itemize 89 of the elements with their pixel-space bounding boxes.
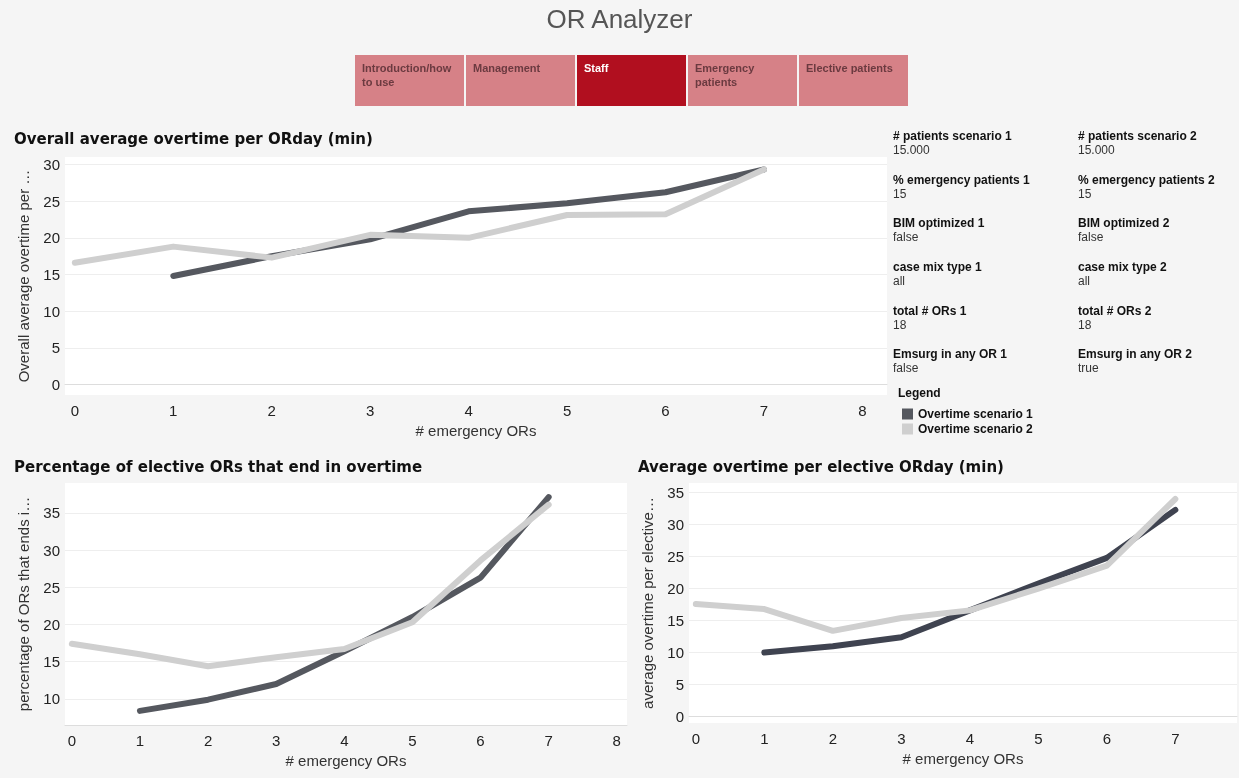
- x-tick-label: 7: [544, 732, 553, 749]
- x-tick-label: 8: [612, 732, 621, 749]
- x-tick-label: 2: [203, 732, 213, 749]
- y-tick-label: 10: [43, 690, 60, 708]
- x-tick-label: 2: [267, 402, 276, 419]
- y-tick-label: 25: [43, 192, 60, 210]
- y-tick-label: 30: [43, 155, 60, 173]
- y-tick-label: 35: [43, 504, 60, 522]
- text: total # ORs 1: [893, 303, 968, 318]
- y-tick-label: 35: [667, 484, 684, 502]
- legend-label: Overtime scenario 2: [918, 422, 1034, 436]
- chart-title: Overall average overtime per ORday (min): [14, 130, 373, 148]
- category-label: Elective patients: [799, 55, 908, 106]
- x-tick-label: 1: [169, 402, 178, 419]
- y-axis-title: average overtime per elective…: [639, 497, 656, 709]
- text: % emergency patients 2: [1078, 172, 1216, 187]
- x-tick-label: 5: [562, 402, 572, 419]
- y-tick-label: 10: [43, 302, 60, 320]
- y-tick-label: 5: [675, 676, 684, 694]
- x-tick-label: 3: [272, 732, 281, 749]
- y-tick-label: 15: [667, 612, 684, 630]
- y-tick-label: 20: [667, 580, 684, 598]
- y-tick-label: 30: [667, 516, 684, 534]
- y-tick-label: 10: [667, 644, 684, 662]
- text: all: [893, 273, 906, 288]
- x-tick-label: 7: [759, 402, 769, 419]
- text: all: [1078, 273, 1091, 288]
- x-tick-label: 0: [70, 402, 80, 419]
- y-tick-label: 15: [43, 266, 60, 284]
- text: true: [1078, 361, 1100, 376]
- y-tick-label: 0: [675, 708, 684, 726]
- x-tick-label: 7: [1171, 730, 1180, 747]
- text: 15.000: [1078, 143, 1116, 157]
- category-label: Emergency patients: [688, 55, 797, 106]
- x-tick-label: 5: [408, 732, 417, 749]
- legend-label: Overtime scenario 1: [918, 407, 1034, 421]
- x-tick-label: 8: [858, 402, 867, 419]
- text: false: [1078, 230, 1105, 245]
- text: Emsurg in any OR 1: [893, 347, 1009, 362]
- category-label: Staff: [577, 55, 686, 106]
- text: case mix type 1: [893, 259, 983, 274]
- category-label: Management: [466, 55, 575, 106]
- y-tick-label: 0: [51, 376, 60, 394]
- text: false: [893, 361, 920, 376]
- x-tick-label: 4: [965, 730, 975, 747]
- text: 18: [1078, 317, 1093, 332]
- text: 15: [1078, 186, 1092, 201]
- x-axis-title: # emergency ORs: [902, 750, 1024, 767]
- x-tick-label: 5: [1034, 730, 1043, 747]
- text: false: [893, 230, 920, 245]
- x-tick-label: 3: [897, 730, 906, 747]
- text: case mix type 2: [1078, 259, 1168, 274]
- text: 15.000: [893, 143, 931, 157]
- x-tick-label: 1: [760, 730, 769, 747]
- y-tick-label: 20: [43, 229, 60, 247]
- y-axis-title: Overall average overtime per …: [15, 169, 32, 383]
- y-tick-label: 15: [43, 653, 60, 671]
- chart-title: Percentage of elective ORs that end in overtime: [14, 458, 423, 476]
- y-tick-label: 20: [43, 615, 60, 633]
- text: % emergency patients 1: [893, 172, 1031, 187]
- x-tick-label: 4: [340, 732, 349, 749]
- y-tick-label: 25: [43, 578, 60, 596]
- text: total # ORs 2: [1078, 303, 1153, 318]
- y-tick-label: 5: [51, 339, 60, 357]
- x-tick-label: 1: [135, 732, 145, 749]
- text: # patients scenario 2: [1078, 129, 1198, 143]
- text: OR Analyzer: [545, 4, 694, 35]
- x-axis-title: # emergency ORs: [415, 422, 537, 439]
- y-axis-title: percentage of ORs that ends i…: [15, 496, 32, 712]
- x-tick-label: 6: [661, 402, 670, 419]
- text: BIM optimized 2: [1078, 216, 1171, 231]
- y-tick-label: 25: [667, 548, 684, 566]
- text: 18: [893, 317, 908, 332]
- x-tick-label: 6: [1102, 730, 1112, 747]
- x-axis-title: # emergency ORs: [285, 752, 407, 769]
- x-tick-label: 4: [464, 402, 473, 419]
- text: 15: [893, 186, 907, 201]
- text: # patients scenario 1: [893, 129, 1013, 143]
- x-tick-label: 0: [691, 730, 701, 747]
- category-label: Introduction/how to use: [355, 55, 464, 106]
- x-tick-label: 6: [476, 732, 485, 749]
- text: BIM optimized 1: [893, 216, 986, 231]
- x-tick-label: 0: [67, 732, 76, 749]
- x-tick-label: 2: [828, 730, 838, 747]
- chart-title: Average overtime per elective ORday (min): [638, 458, 1004, 476]
- legend-title: Legend: [898, 386, 941, 400]
- y-tick-label: 30: [43, 541, 60, 559]
- x-tick-label: 3: [366, 402, 375, 419]
- text: Emsurg in any OR 2: [1078, 347, 1194, 362]
